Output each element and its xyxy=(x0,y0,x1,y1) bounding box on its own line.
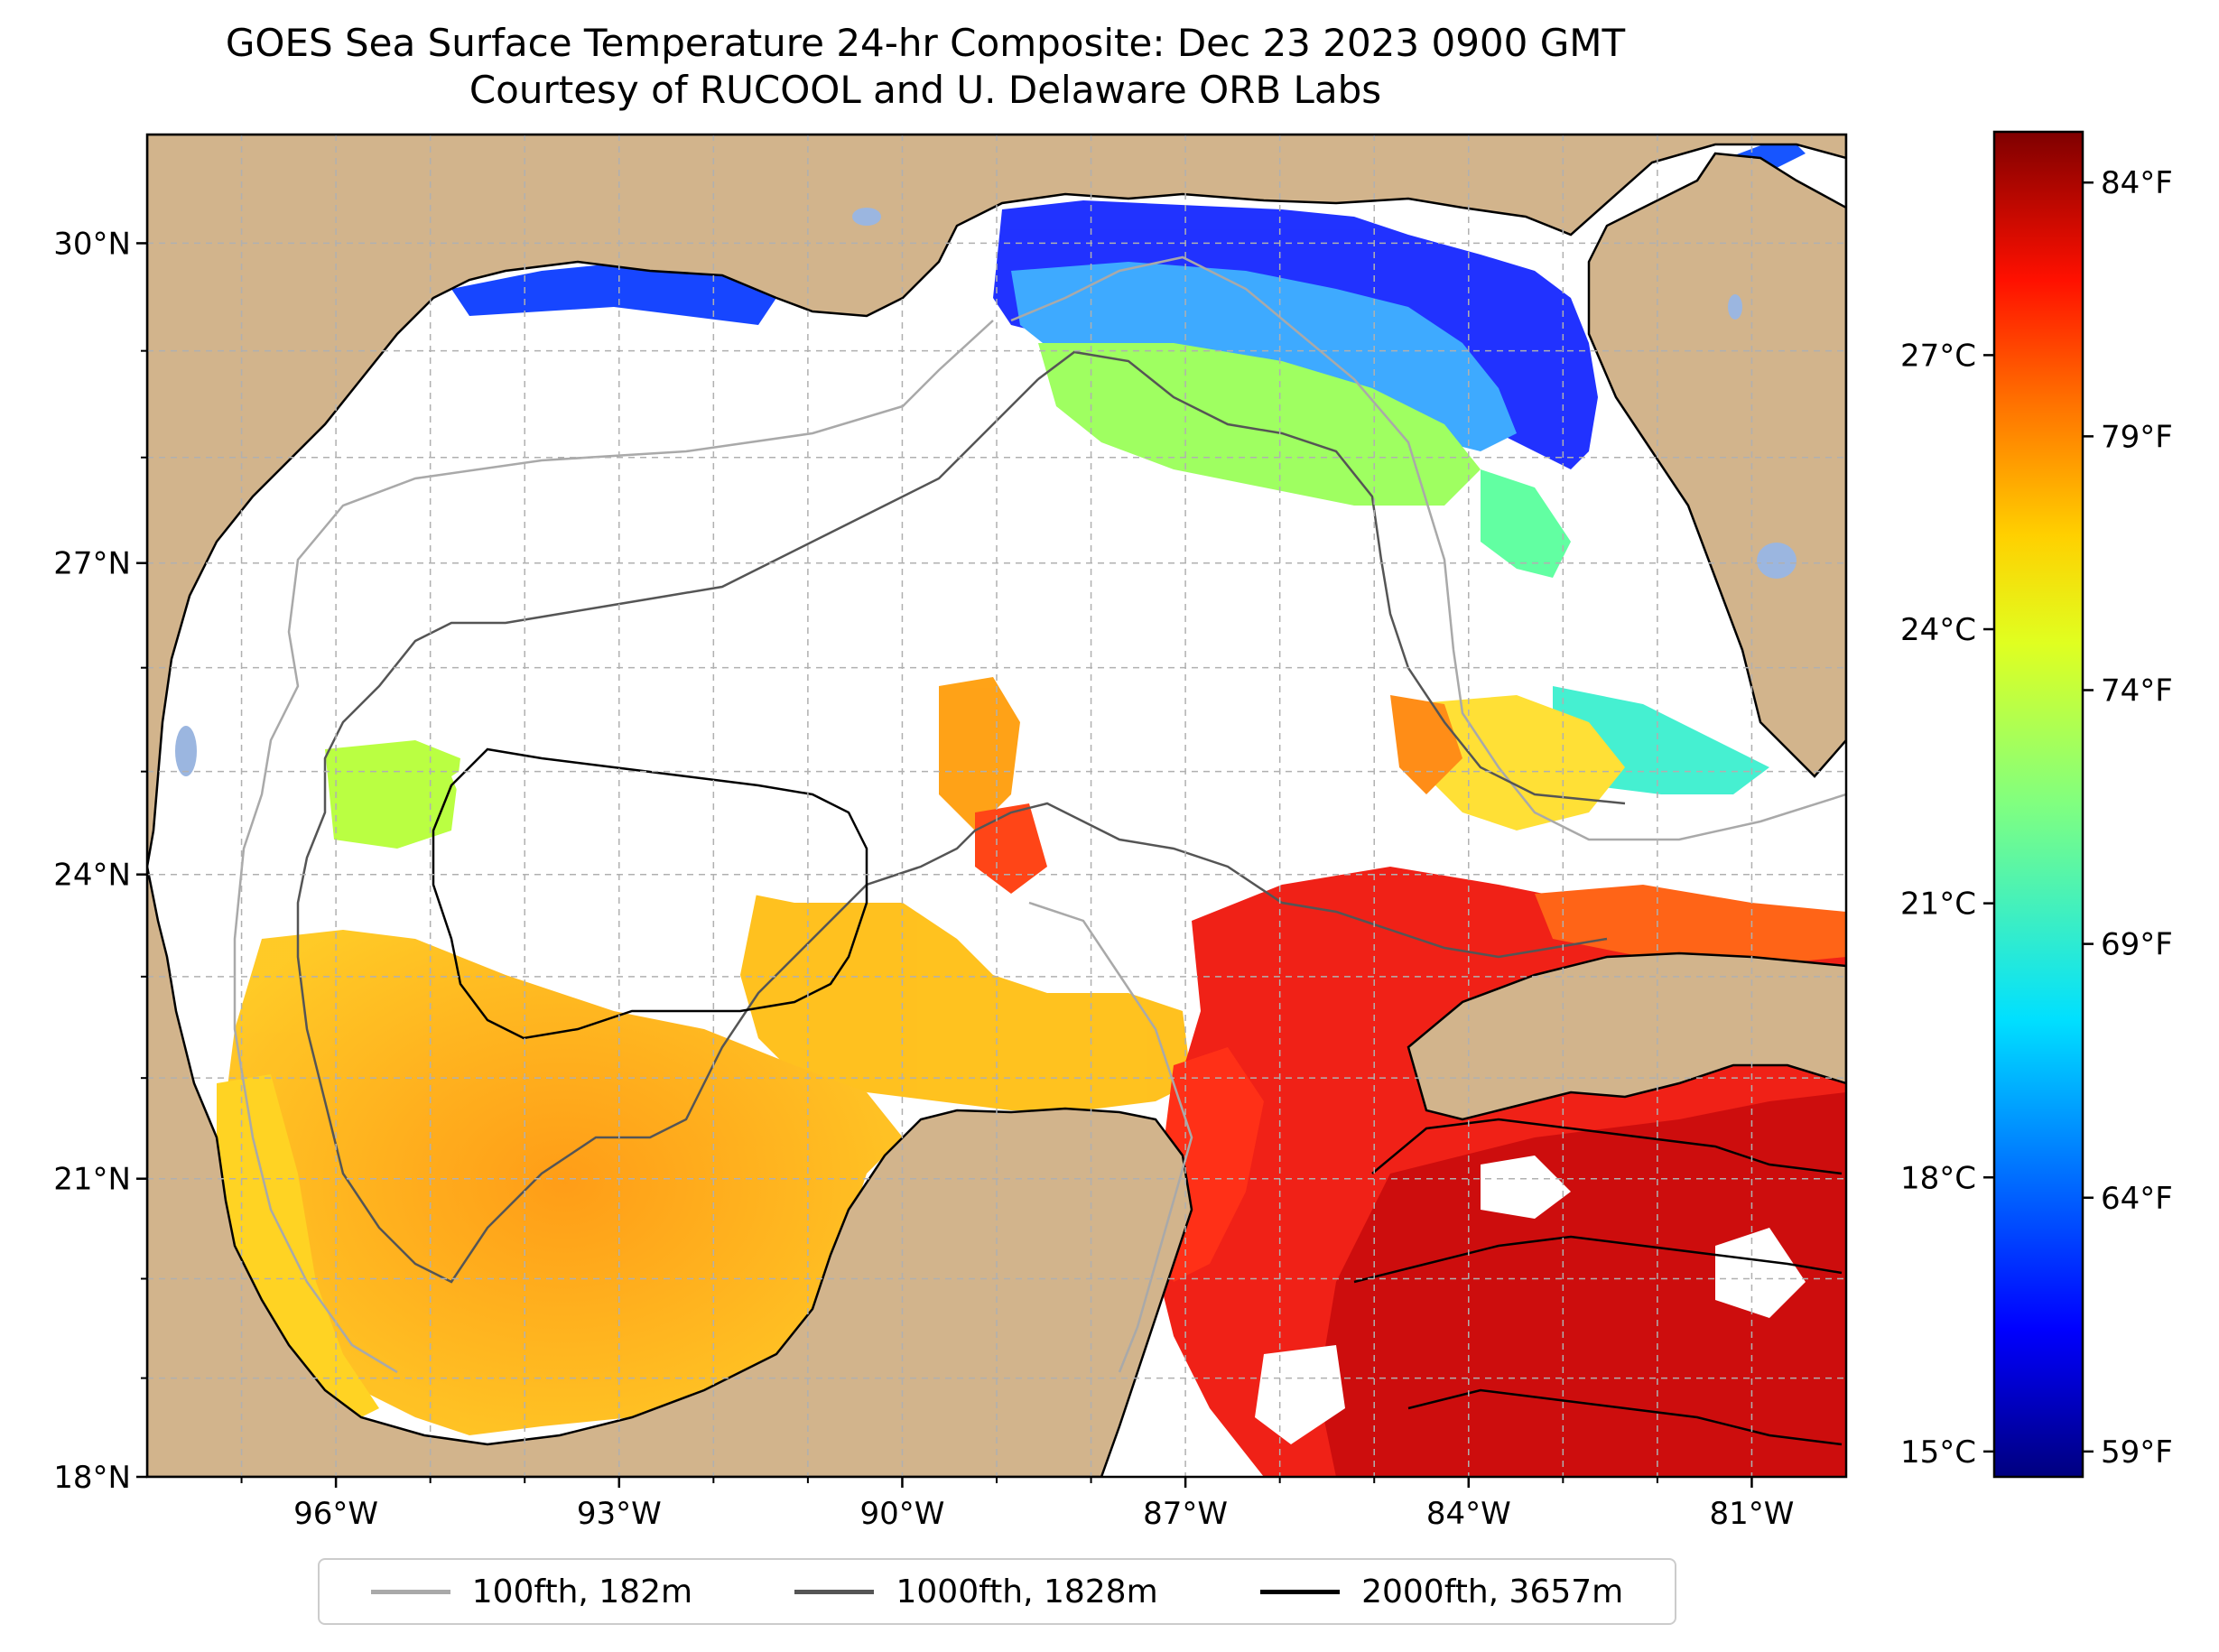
colorbar-f-label: 84°F xyxy=(2101,165,2173,201)
colorbar-celsius-axis: 15°C 18°C 21°C 24°C 27°C xyxy=(1900,338,1994,1471)
legend-label-1000fth: 1000fth, 1828m xyxy=(896,1573,1158,1610)
isobath-1000fth xyxy=(296,350,1626,1284)
sst-south-warm xyxy=(226,930,903,1435)
colorbar-f-label: 74°F xyxy=(2101,673,2173,709)
sst-central-red xyxy=(975,803,1047,894)
map-panel xyxy=(147,135,1846,1477)
lake-okeechobee xyxy=(1757,543,1797,579)
land xyxy=(147,135,1846,1477)
sst-west-florida-orange xyxy=(1390,695,1462,794)
cloud-gap-caribbean-1 xyxy=(1481,1155,1571,1219)
isobath-100fth xyxy=(233,255,1846,1374)
isobaths xyxy=(233,255,1846,1446)
cloud-gap-central xyxy=(451,740,939,903)
sst-west-coast-yellow xyxy=(217,1074,379,1426)
legend-swatch-1000fth xyxy=(794,1589,875,1594)
lat-tick-label: 30°N xyxy=(53,226,131,262)
legend-swatch-2000fth xyxy=(1260,1589,1341,1594)
lon-tick-label: 93°W xyxy=(577,1496,662,1532)
colorbar-c-label: 18°C xyxy=(1900,1160,1976,1196)
legend-label-2000fth: 2000fth, 3657m xyxy=(1361,1573,1624,1610)
legend-item-2000fth: 2000fth, 3657m xyxy=(1260,1573,1623,1610)
isobath-2000fth xyxy=(432,747,1843,1446)
lakes xyxy=(175,208,1797,776)
legend-swatch-100fth xyxy=(370,1589,450,1594)
sst-west-green xyxy=(325,740,460,849)
sst-west-florida-yellow xyxy=(1408,695,1625,831)
sst-ne-green-east xyxy=(1481,469,1571,578)
sst-central-orange xyxy=(939,677,1020,831)
lon-tick-label: 84°W xyxy=(1426,1496,1511,1532)
lake-pontchartrain xyxy=(852,208,881,226)
lon-tick-label: 96°W xyxy=(293,1496,378,1532)
lat-tick-label: 27°N xyxy=(53,546,131,582)
title-line-1: GOES Sea Surface Temperature 24-hr Compo… xyxy=(225,21,1626,65)
land-us-north xyxy=(147,135,1846,868)
lat-tick-label: 18°N xyxy=(53,1460,131,1496)
lat-axis: 18°N 21°N 24°N 27°N 30°N xyxy=(53,226,147,1496)
colorbar-f-label: 59°F xyxy=(2101,1434,2173,1471)
cloud-gap-caribbean-2 xyxy=(1715,1228,1806,1318)
land-us-gulf-coast xyxy=(147,135,1846,778)
colorbar-f-label: 69°F xyxy=(2101,927,2173,963)
sst-texas-coast-blue xyxy=(451,262,776,325)
colorbar-c-label: 21°C xyxy=(1900,886,1976,923)
lon-tick-label: 81°W xyxy=(1709,1496,1794,1532)
legend-item-1000fth: 1000fth, 1828m xyxy=(794,1573,1158,1610)
legend-label-100fth: 100fth, 182m xyxy=(471,1573,693,1610)
title-line-2: Courtesy of RUCOOL and U. Delaware ORB L… xyxy=(469,68,1382,112)
lake-texas xyxy=(175,726,197,776)
lon-tick-label: 90°W xyxy=(859,1496,944,1532)
colorbar-fahrenheit-axis: 59°F 64°F 69°F 74°F 79°F 84°F xyxy=(2083,165,2173,1471)
colorbar-gradient xyxy=(1992,130,2084,1479)
colorbar-c-label: 24°C xyxy=(1900,612,1976,648)
isobath-legend: 100fth, 182m 1000fth, 1828m 2000fth, 365… xyxy=(318,1558,1676,1625)
colorbar-f-label: 64°F xyxy=(2101,1181,2173,1217)
colorbar: 15°C 18°C 21°C 24°C 27°C 59°F 64°F 69°F 74°F 79°… xyxy=(1900,130,2173,1479)
colorbar-f-label: 79°F xyxy=(2101,419,2173,455)
sst-ne-green xyxy=(1038,343,1481,506)
sst-straits-orange xyxy=(1535,885,1846,966)
sst-caribbean-dark xyxy=(1318,1092,1846,1477)
land-cuba xyxy=(1407,951,1846,1121)
lon-axis: 96°W 93°W 90°W 87°W 84°W 81°W xyxy=(240,1477,1794,1532)
sst-field xyxy=(217,135,1846,1477)
chart-title: GOES Sea Surface Temperature 24-hr Compo… xyxy=(0,20,1851,114)
legend-item-100fth: 100fth, 182m xyxy=(370,1573,693,1610)
lat-tick-label: 21°N xyxy=(53,1162,131,1198)
land-mexico-west xyxy=(147,866,1193,1477)
colorbar-c-label: 15°C xyxy=(1900,1434,1976,1471)
lon-tick-label: 87°W xyxy=(1143,1496,1228,1532)
gridlines xyxy=(147,135,1846,1477)
lake-florida xyxy=(1728,294,1742,320)
lat-tick-label: 24°N xyxy=(53,858,131,894)
cloud-gap-caribbean-3 xyxy=(1255,1345,1345,1444)
colorbar-c-label: 27°C xyxy=(1900,338,1976,374)
